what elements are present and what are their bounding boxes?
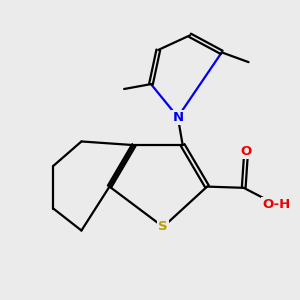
Text: N: N [172,111,183,124]
Text: O: O [241,145,252,158]
Text: O-H: O-H [262,198,291,212]
Text: S: S [158,220,168,233]
